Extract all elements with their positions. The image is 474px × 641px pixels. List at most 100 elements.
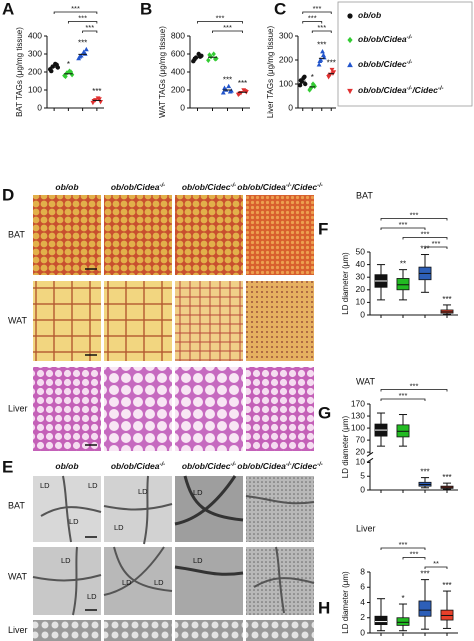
chart-title: Liver xyxy=(356,523,376,533)
point xyxy=(237,91,242,97)
point xyxy=(198,54,203,59)
superscript: -/- xyxy=(230,462,236,468)
point xyxy=(206,57,211,63)
ld-label: LD xyxy=(138,487,148,496)
em-image xyxy=(246,620,314,641)
bracket xyxy=(380,218,448,221)
bracket xyxy=(82,30,98,33)
genotype-label: ob/ob/Cidec-/- xyxy=(358,59,412,69)
point xyxy=(63,73,68,80)
significance: *** xyxy=(223,76,232,85)
y-tick-label: 4 xyxy=(360,597,365,607)
y-tick-label: 800 xyxy=(171,30,185,40)
point xyxy=(316,62,322,67)
y-tick-label: 8 xyxy=(360,566,365,576)
bracket-label: *** xyxy=(317,23,326,32)
em-image xyxy=(246,476,314,542)
y-tick-label: 0 xyxy=(288,102,293,112)
superscript: -/- xyxy=(317,462,323,468)
em-structures xyxy=(40,475,102,543)
superscript: -/- xyxy=(438,86,444,92)
y-tick-label: 6 xyxy=(360,582,365,592)
membrane xyxy=(32,574,102,582)
genotype-label: ob/ob/Cidec-/- xyxy=(182,461,236,471)
membrane xyxy=(143,475,149,545)
y-tick-label: 170 xyxy=(351,398,365,408)
significance: *** xyxy=(92,87,101,96)
row-label: BAT xyxy=(8,500,25,510)
superscript: -/- xyxy=(407,60,413,66)
axis-break xyxy=(366,451,374,457)
significance: *** xyxy=(442,581,451,590)
row-label: Liver xyxy=(8,403,28,413)
bracket-label: ** xyxy=(433,559,439,568)
row-label: WAT xyxy=(8,315,27,325)
bracket xyxy=(53,11,98,14)
row-label: BAT xyxy=(8,229,25,239)
significance: *** xyxy=(420,468,429,477)
em-image xyxy=(175,547,243,615)
point xyxy=(220,90,226,95)
ld-label: LD xyxy=(114,523,124,532)
y-tick-label: 100 xyxy=(351,422,365,432)
genotype-label: ob/ob/Cidea-/-/Cidec-/- xyxy=(358,85,444,95)
point xyxy=(297,83,303,88)
em-image xyxy=(104,620,172,641)
point xyxy=(54,62,59,67)
em-structures xyxy=(174,565,244,576)
legend-marker xyxy=(347,88,353,95)
histology-image xyxy=(246,367,314,451)
y-tick-label: 30 xyxy=(356,271,366,281)
label-part: ob/ob/Cidea xyxy=(111,182,160,192)
ld-label: LD xyxy=(69,517,79,526)
box xyxy=(374,615,388,626)
y-tick-label: 0 xyxy=(180,102,185,112)
label-part: ob/ob xyxy=(55,182,78,192)
membrane xyxy=(113,546,173,592)
significance: * xyxy=(67,60,70,69)
histology-image xyxy=(33,281,101,361)
label-part: ob/ob xyxy=(358,10,381,20)
genotype-label: ob/ob/Cidea-/- xyxy=(111,182,165,192)
em-structures xyxy=(253,546,315,614)
label-part: ob/ob/Cidea xyxy=(358,85,407,95)
y-tick-label: 200 xyxy=(28,66,42,76)
superscript: -/- xyxy=(159,462,165,468)
y-tick-label: 130 xyxy=(351,410,365,420)
bracket-label: *** xyxy=(410,210,419,219)
em-image xyxy=(175,620,243,641)
label-part: /Cidec xyxy=(411,85,438,95)
membrane xyxy=(174,475,237,526)
histology-image xyxy=(104,195,172,275)
y-tick-label: 2 xyxy=(360,612,365,622)
point xyxy=(77,54,83,59)
em-image xyxy=(104,547,172,615)
y-tick-label: 10 xyxy=(356,457,366,467)
chart-title: WAT xyxy=(356,376,375,386)
superscript: -/- xyxy=(230,183,236,189)
histology-image xyxy=(175,195,243,275)
bracket xyxy=(311,30,332,33)
y-tick-label: 300 xyxy=(279,30,293,40)
point xyxy=(83,46,89,52)
y-tick-label: 50 xyxy=(356,246,366,256)
superscript: -/- xyxy=(407,86,413,92)
genotype-label: ob/ob xyxy=(55,461,78,471)
box xyxy=(396,278,410,291)
significance: *** xyxy=(442,295,451,304)
bracket xyxy=(302,21,323,24)
point xyxy=(192,57,197,62)
superscript: -/- xyxy=(286,462,292,468)
superscript: -/- xyxy=(286,183,292,189)
significance: *** xyxy=(78,39,87,48)
bracket-label: *** xyxy=(399,220,408,229)
bracket xyxy=(197,21,243,24)
em-image xyxy=(33,620,101,641)
label-part: ob/ob/Cidec xyxy=(182,461,231,471)
panel-letter: F xyxy=(318,219,328,238)
membrane xyxy=(183,475,244,522)
panel-letter: D xyxy=(2,185,14,204)
legend-marker xyxy=(347,61,353,68)
panel-letter: E xyxy=(2,457,13,476)
